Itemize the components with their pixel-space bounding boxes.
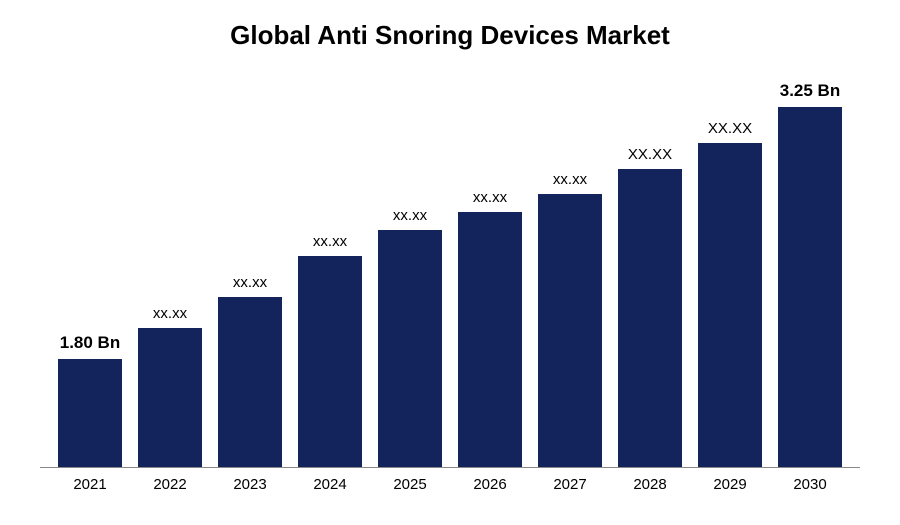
bar-value-label: xx.xx xyxy=(553,171,587,188)
bar-value-label: xx.xx xyxy=(473,189,507,206)
chart-container: Global Anti Snoring Devices Market 1.80 … xyxy=(0,0,900,525)
x-axis-label: 2025 xyxy=(374,476,446,493)
x-axis-label: 2027 xyxy=(534,476,606,493)
chart-area: 1.80 Bn xx.xx xx.xx xx.xx xx.xx xx.xx xx.xx XX.… xyxy=(40,81,860,468)
bar-group: xx.xx xyxy=(454,81,526,467)
bar xyxy=(58,359,122,467)
x-axis-label: 2026 xyxy=(454,476,526,493)
x-axis-label: 2024 xyxy=(294,476,366,493)
bar xyxy=(298,256,362,467)
bar-value-label: XX.XX xyxy=(708,120,752,137)
bar-group: xx.xx xyxy=(374,81,446,467)
x-axis-label: 2021 xyxy=(54,476,126,493)
bar-value-label: xx.xx xyxy=(393,207,427,224)
bar xyxy=(698,143,762,467)
bar xyxy=(138,328,202,467)
bar-group: XX.XX xyxy=(614,81,686,467)
bar-value-label: XX.XX xyxy=(628,146,672,163)
x-axis-label: 2022 xyxy=(134,476,206,493)
bar-group: XX.XX xyxy=(694,81,766,467)
x-axis-label: 2028 xyxy=(614,476,686,493)
bar-value-label: 1.80 Bn xyxy=(60,333,120,353)
bar xyxy=(778,107,842,467)
bar-group: 1.80 Bn xyxy=(54,81,126,467)
chart-title: Global Anti Snoring Devices Market xyxy=(40,20,860,51)
x-axis-label: 2030 xyxy=(774,476,846,493)
x-axis-label: 2023 xyxy=(214,476,286,493)
bar xyxy=(618,169,682,467)
x-axis-labels: 2021 2022 2023 2024 2025 2026 2027 2028 2029 2030 xyxy=(40,468,860,493)
bar-group: xx.xx xyxy=(294,81,366,467)
bar-group: xx.xx xyxy=(214,81,286,467)
bar-value-label: xx.xx xyxy=(153,305,187,322)
bar-group: xx.xx xyxy=(134,81,206,467)
x-axis-label: 2029 xyxy=(694,476,766,493)
bar-group: xx.xx xyxy=(534,81,606,467)
bar-value-label: xx.xx xyxy=(233,274,267,291)
bar xyxy=(458,212,522,467)
bar xyxy=(218,297,282,467)
bar xyxy=(538,194,602,467)
bar-value-label: 3.25 Bn xyxy=(780,81,840,101)
bar xyxy=(378,230,442,467)
bar-group: 3.25 Bn xyxy=(774,81,846,467)
bar-value-label: xx.xx xyxy=(313,233,347,250)
